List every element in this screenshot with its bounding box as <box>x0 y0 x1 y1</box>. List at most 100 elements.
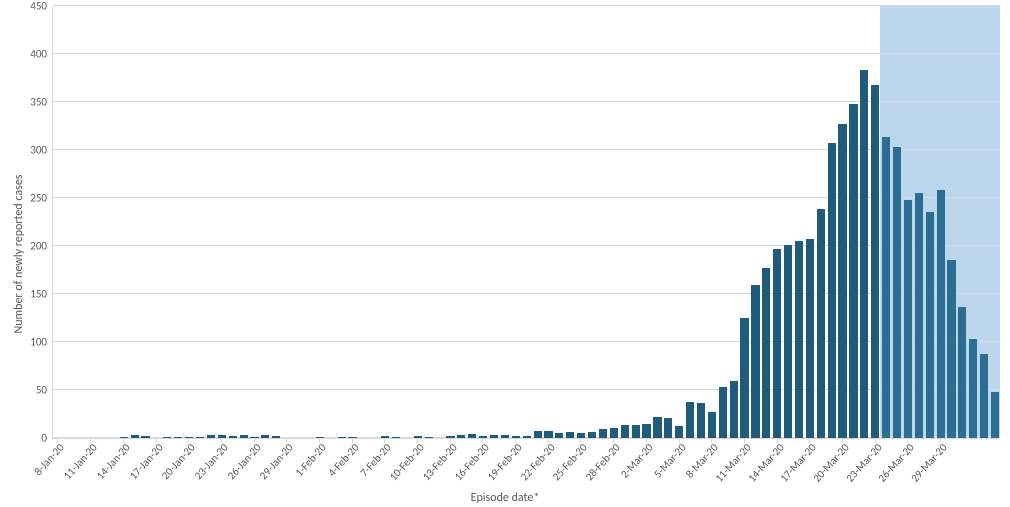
bar <box>577 433 585 438</box>
bar <box>185 437 193 438</box>
bar <box>871 85 879 438</box>
y-tick-label: 150 <box>30 288 53 301</box>
bar-slot <box>216 6 227 438</box>
x-tick-label: 4-Feb-20 <box>325 441 361 479</box>
bar-slot <box>336 6 347 438</box>
x-tick-label: 2-Mar-20 <box>618 441 656 481</box>
bar <box>882 137 890 438</box>
bar <box>893 147 901 438</box>
bar-slot <box>129 6 140 438</box>
bar <box>991 392 999 438</box>
bar-slot <box>881 6 892 438</box>
bar-slot <box>380 6 391 438</box>
bar-slot <box>489 6 500 438</box>
bar-slot <box>990 6 1001 438</box>
bar <box>838 124 846 438</box>
bar-slot <box>445 6 456 438</box>
bar-slot <box>184 6 195 438</box>
epidemic-curve-chart: Number of newly reported cases 050100150… <box>0 0 1010 507</box>
bar-slot <box>500 6 511 438</box>
bar <box>512 436 520 438</box>
bar-slot <box>739 6 750 438</box>
bar-slot <box>815 6 826 438</box>
y-tick-label: 350 <box>30 96 53 109</box>
bar <box>457 435 465 438</box>
bar <box>316 437 324 438</box>
bar <box>392 437 400 438</box>
bar-slot <box>652 6 663 438</box>
bar-slot <box>521 6 532 438</box>
bar-slot <box>674 6 685 438</box>
bar-slot <box>935 6 946 438</box>
bar <box>120 437 128 438</box>
bar <box>621 425 629 438</box>
bar <box>708 412 716 438</box>
bar <box>795 241 803 438</box>
bar <box>207 435 215 438</box>
bar <box>348 437 356 438</box>
bar <box>414 436 422 438</box>
bar-slot <box>717 6 728 438</box>
bar <box>240 435 248 438</box>
bar-slot <box>608 6 619 438</box>
bar-slot <box>587 6 598 438</box>
y-tick-label: 50 <box>36 384 53 397</box>
bar <box>218 435 226 438</box>
bar-slot <box>837 6 848 438</box>
y-tick-label: 250 <box>30 192 53 205</box>
x-tick-label: 20-Jan-20 <box>159 441 198 482</box>
bar <box>566 432 574 438</box>
bar <box>632 425 640 438</box>
bar <box>425 437 433 438</box>
bar-slot <box>826 6 837 438</box>
x-tick-label: 26-Jan-20 <box>224 441 263 482</box>
bar <box>446 436 454 438</box>
bar-slot <box>565 6 576 438</box>
x-tick-label: 11-Jan-20 <box>61 441 100 482</box>
bar <box>174 437 182 438</box>
bar <box>969 339 977 438</box>
bar-slot <box>979 6 990 438</box>
bar <box>947 260 955 438</box>
bar-slot <box>391 6 402 438</box>
bar-slot <box>576 6 587 438</box>
bar <box>131 435 139 438</box>
bar-slot <box>957 6 968 438</box>
bar-slot <box>271 6 282 438</box>
x-tick-label: 17-Jan-20 <box>126 441 165 482</box>
y-tick-label: 100 <box>30 336 53 349</box>
bar-slot <box>467 6 478 438</box>
bar-slot <box>412 6 423 438</box>
bar-slot <box>750 6 761 438</box>
bar <box>762 268 770 438</box>
bar-slot <box>227 6 238 438</box>
bar-slot <box>478 6 489 438</box>
x-tick-label: 19-Feb-20 <box>485 441 525 483</box>
bar <box>719 387 727 438</box>
x-tick-label: 14-Jan-20 <box>94 441 133 482</box>
bar-slot <box>97 6 108 438</box>
bar-slot <box>238 6 249 438</box>
bar <box>958 307 966 438</box>
bar-slot <box>968 6 979 438</box>
bar <box>937 190 945 438</box>
y-tick-label: 450 <box>30 0 53 13</box>
x-tick-label: 16-Feb-20 <box>452 441 492 483</box>
bar <box>980 354 988 438</box>
x-tick-label: 10-Feb-20 <box>387 441 427 483</box>
bar <box>926 212 934 438</box>
bar-slot <box>293 6 304 438</box>
x-tick-label: 25-Feb-20 <box>550 441 590 483</box>
bar <box>544 431 552 438</box>
bar-slot <box>663 6 674 438</box>
bar-slot <box>423 6 434 438</box>
bar <box>381 436 389 438</box>
bar-slot <box>402 6 413 438</box>
bar <box>272 436 280 438</box>
bar-slot <box>173 6 184 438</box>
bar <box>196 437 204 438</box>
bar-slot <box>532 6 543 438</box>
bar-slot <box>870 6 881 438</box>
bar-slot <box>303 6 314 438</box>
bar <box>751 285 759 438</box>
